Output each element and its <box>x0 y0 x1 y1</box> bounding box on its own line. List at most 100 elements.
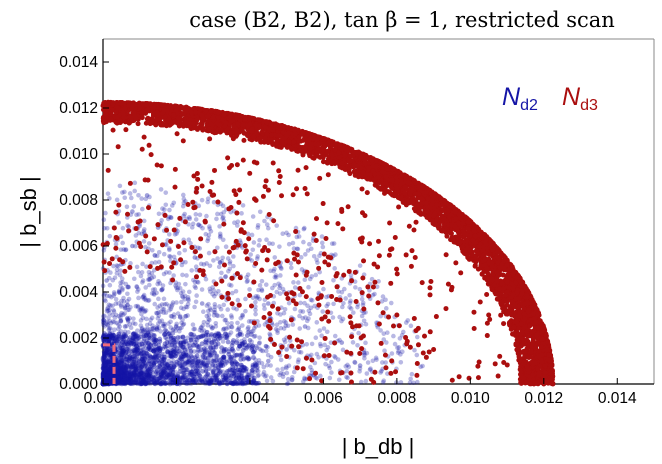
data-point-nd2 <box>155 354 161 359</box>
data-point-nd2 <box>169 353 175 359</box>
data-point-nd2 <box>156 211 162 217</box>
data-point-nd2 <box>257 209 263 215</box>
data-point-nd2 <box>178 290 184 296</box>
data-point-nd2 <box>101 322 106 328</box>
data-point-nd2 <box>130 335 136 341</box>
data-point-nd2 <box>161 354 167 360</box>
data-point-nd2 <box>232 220 237 225</box>
data-point-nd2 <box>274 289 280 295</box>
data-point-nd2 <box>372 291 377 297</box>
data-point-nd2 <box>163 335 169 340</box>
data-point-nd2 <box>146 358 152 364</box>
data-point-nd2 <box>234 306 239 312</box>
data-point-nd2 <box>205 378 211 384</box>
data-point-nd2 <box>208 334 214 339</box>
data-point-nd2 <box>151 332 157 338</box>
data-point-nd2 <box>264 378 270 384</box>
data-point-nd2 <box>143 376 149 382</box>
data-point-nd2 <box>224 358 229 364</box>
data-point-nd2 <box>171 380 177 385</box>
data-point-nd2 <box>107 326 112 331</box>
data-point-nd2 <box>181 374 187 380</box>
data-point-nd2 <box>208 324 214 329</box>
data-point-nd2 <box>193 217 199 222</box>
data-point-nd2 <box>355 342 360 348</box>
data-point-nd2 <box>347 292 352 298</box>
data-point-nd2 <box>106 378 112 383</box>
data-point-nd2 <box>116 375 122 381</box>
data-point-nd2 <box>150 333 156 338</box>
data-point-nd2 <box>174 300 179 305</box>
data-point-nd2 <box>107 311 112 316</box>
data-point-nd2 <box>234 352 240 358</box>
data-point-nd2 <box>251 377 257 383</box>
data-point-nd2 <box>139 364 144 370</box>
data-point-nd2 <box>303 315 308 320</box>
data-point-nd2 <box>341 301 346 306</box>
data-point-nd2 <box>135 289 140 294</box>
data-point-nd2 <box>267 241 272 246</box>
data-point-nd2 <box>266 358 271 364</box>
data-point-nd2 <box>106 339 112 345</box>
data-point-nd2 <box>219 270 224 276</box>
data-point-nd2 <box>162 207 167 212</box>
data-point-nd2 <box>158 187 164 192</box>
data-point-nd2 <box>398 360 404 365</box>
data-point-nd2 <box>112 315 118 320</box>
data-point-nd2 <box>272 255 278 260</box>
data-point-nd2 <box>147 366 153 372</box>
data-point-nd2 <box>188 337 194 343</box>
data-point-nd2 <box>107 367 113 373</box>
data-point-nd2 <box>235 333 241 338</box>
data-point-nd2 <box>118 343 123 349</box>
data-point-nd2 <box>284 347 289 352</box>
data-point-nd2 <box>178 340 184 346</box>
data-point-nd2 <box>134 381 140 386</box>
data-point-nd2 <box>154 354 160 360</box>
data-point-nd2 <box>224 381 230 387</box>
data-point-nd2 <box>395 345 400 351</box>
data-point-nd2 <box>337 314 342 320</box>
data-point-nd2 <box>181 192 186 198</box>
data-point-nd2 <box>256 372 262 378</box>
data-point-nd2 <box>184 367 190 373</box>
data-point-nd2 <box>114 270 120 276</box>
data-point-nd2 <box>171 338 177 343</box>
data-point-nd2 <box>289 377 295 383</box>
data-point-nd2 <box>144 332 149 338</box>
data-point-nd2 <box>103 376 109 382</box>
data-point-nd2 <box>136 230 142 236</box>
data-point-nd2 <box>332 266 337 271</box>
data-point-nd2 <box>247 287 252 292</box>
data-point-nd2 <box>243 342 248 348</box>
data-point-nd2 <box>154 326 160 332</box>
data-point-nd2 <box>163 367 169 373</box>
data-point-nd2 <box>116 381 122 386</box>
data-point-nd2 <box>139 381 144 387</box>
data-point-nd2 <box>414 352 420 358</box>
data-point-nd2 <box>118 319 124 324</box>
data-point-nd2 <box>291 280 296 285</box>
data-point-nd2 <box>356 330 361 336</box>
data-point-nd2 <box>199 325 204 330</box>
data-point-nd2 <box>159 361 165 367</box>
data-point-nd2 <box>211 357 217 363</box>
data-point-nd2 <box>179 293 185 299</box>
data-point-nd2 <box>347 304 352 310</box>
data-point-nd2 <box>335 357 341 362</box>
data-point-nd2 <box>111 290 117 295</box>
data-point-nd2 <box>201 319 207 325</box>
data-point-nd2 <box>104 278 109 283</box>
data-point-nd2 <box>124 335 129 340</box>
data-point-nd2 <box>126 372 132 378</box>
data-point-nd2 <box>190 221 196 227</box>
data-point-nd2 <box>214 353 220 359</box>
data-point-nd2 <box>193 363 198 368</box>
data-point-nd2 <box>259 288 265 293</box>
data-point-nd2 <box>116 322 121 327</box>
data-point-nd2 <box>119 369 124 374</box>
data-point-nd2 <box>131 316 136 322</box>
data-point-nd2 <box>158 346 163 351</box>
data-point-nd2 <box>164 242 169 248</box>
data-point-nd2 <box>168 345 174 350</box>
